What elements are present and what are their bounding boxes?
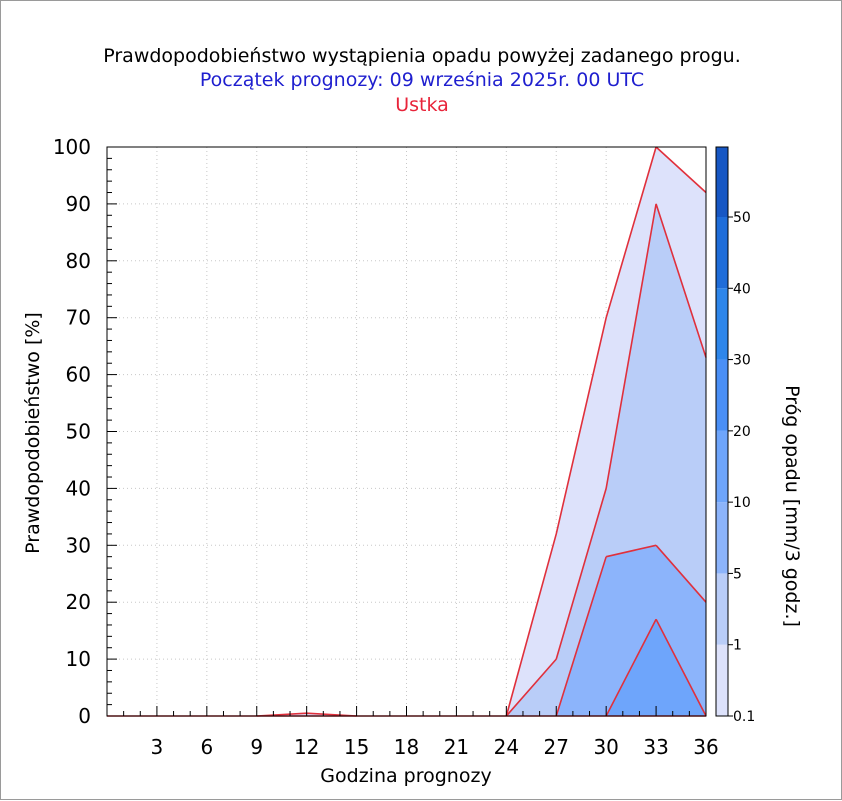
line-threshold-0.1 <box>256 146 707 717</box>
colorbar-tick-label: 10 <box>733 495 751 511</box>
line-threshold-5 <box>555 544 707 717</box>
area-threshold-0.1 <box>107 147 706 716</box>
x-tick-label: 21 <box>444 735 469 759</box>
colorbar-tick-label: 5 <box>733 566 742 582</box>
y-tick-label: 10 <box>66 647 91 671</box>
x-tick-label: 15 <box>344 735 369 759</box>
x-tick-label: 3 <box>151 735 164 759</box>
area-threshold-5 <box>107 545 706 716</box>
colorbar: 0.1 1 5 10 20 30 40 50 <box>715 146 755 725</box>
x-tick-label: 12 <box>294 735 319 759</box>
y-tick-label: 60 <box>66 363 91 387</box>
location-label: Ustka <box>395 94 449 116</box>
colorbar-segment <box>716 573 728 645</box>
x-tick-label: 18 <box>394 735 419 759</box>
x-tick-label: 24 <box>494 735 519 759</box>
x-tick-label: 30 <box>593 735 618 759</box>
colorbar-tick-label: 40 <box>733 281 751 297</box>
chart-title: Prawdopodobieństwo wystąpienia opadu pow… <box>103 45 741 67</box>
colorbar-tick-label: 0.1 <box>733 709 755 725</box>
y-tick-label: 0 <box>78 704 91 728</box>
x-tick-label: 36 <box>693 735 718 759</box>
y-tick-label: 40 <box>66 476 91 500</box>
y-tick-label: 70 <box>66 306 91 330</box>
y-tick-label: 80 <box>66 249 91 273</box>
x-axis-label: Godzina prognozy <box>320 765 491 787</box>
line-threshold-1 <box>505 203 707 717</box>
y-axis-label: Prawdopodobieństwo [%] <box>22 312 44 554</box>
colorbar-segment <box>716 502 728 574</box>
y-tick-label: 50 <box>66 420 91 444</box>
colorbar-segment <box>716 430 728 503</box>
colorbar-segment <box>716 147 728 217</box>
chart-subtitle: Początek prognozy: 09 września 2025r. 00… <box>199 69 645 91</box>
colorbar-segment <box>716 359 728 431</box>
line-threshold-10 <box>605 618 707 717</box>
x-tick-label: 6 <box>200 735 213 759</box>
y-tick-label: 30 <box>66 533 91 557</box>
colorbar-tick-label: 20 <box>733 424 751 440</box>
colorbar-label: Próg opadu [mm/3 godz.] <box>781 385 803 627</box>
colorbar-border <box>715 146 729 717</box>
colorbar-tick-label: 50 <box>733 210 751 226</box>
probability-areas <box>107 147 706 716</box>
x-tick-label: 33 <box>643 735 668 759</box>
y-tick-label: 100 <box>53 135 91 159</box>
x-tick-label: 9 <box>250 735 263 759</box>
colorbar-segment <box>716 288 728 360</box>
area-threshold-10 <box>107 619 706 716</box>
colorbar-segment <box>716 217 728 289</box>
y-tick-label: 90 <box>66 192 91 216</box>
colorbar-tick-label: 30 <box>733 353 751 369</box>
colorbar-segment <box>716 644 728 716</box>
y-tick-label: 20 <box>66 590 91 614</box>
colorbar-tick-label: 1 <box>733 638 742 654</box>
x-tick-label: 27 <box>544 735 569 759</box>
